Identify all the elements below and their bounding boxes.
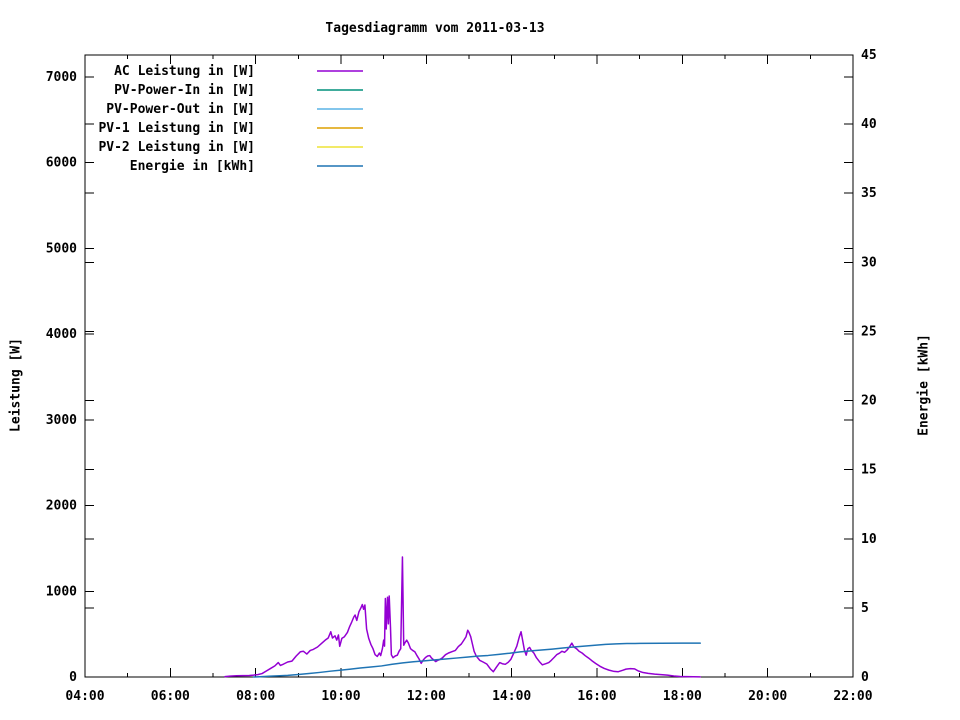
y-right-tick-label: 40 [861,117,877,132]
y-right-tick-label: 15 [861,463,877,478]
x-tick-label: 20:00 [748,689,787,704]
y-right-tick-label: 0 [861,670,869,685]
series-line-energie-in-kwh [252,642,701,678]
y-left-tick-label: 3000 [46,413,77,428]
legend-label: Energie in [kWh] [130,159,255,174]
y-right-tick-label: 20 [861,394,877,409]
y-right-tick-label: 25 [861,324,877,339]
legend-label: PV-Power-Out in [W] [106,102,255,117]
legend-label: PV-2 Leistung in [W] [98,140,255,155]
y-left-tick-label: 6000 [46,156,77,171]
y-left-tick-label: 7000 [46,70,77,85]
series-line-ac-leistung-in-w [224,556,701,678]
y-axis-left-label: Leistung [W] [8,338,24,432]
x-tick-label: 08:00 [236,689,275,704]
y-right-tick-label: 45 [861,48,877,63]
y-right-tick-label: 30 [861,255,877,270]
y-left-tick-label: 0 [69,670,77,685]
x-tick-label: 14:00 [492,689,531,704]
y-right-tick-label: 5 [861,601,869,616]
legend-label: PV-1 Leistung in [W] [98,121,255,136]
legend-label: PV-Power-In in [W] [114,83,255,98]
y-right-tick-label: 35 [861,186,877,201]
x-tick-label: 12:00 [407,689,446,704]
y-axis-right-label: Energie [kWh] [916,334,932,436]
y-left-tick-label: 2000 [46,499,77,514]
legend-label: AC Leistung in [W] [114,64,255,79]
x-tick-label: 22:00 [833,689,872,704]
chart-title: Tagesdiagramm vom 2011-03-13 [325,21,545,36]
y-left-tick-label: 4000 [46,327,77,342]
x-tick-label: 06:00 [151,689,190,704]
y-left-tick-label: 1000 [46,584,77,599]
x-tick-label: 10:00 [321,689,360,704]
x-tick-label: 16:00 [577,689,616,704]
x-tick-label: 04:00 [65,689,104,704]
y-left-tick-label: 5000 [46,241,77,256]
y-right-tick-label: 10 [861,532,877,547]
x-tick-label: 18:00 [663,689,702,704]
